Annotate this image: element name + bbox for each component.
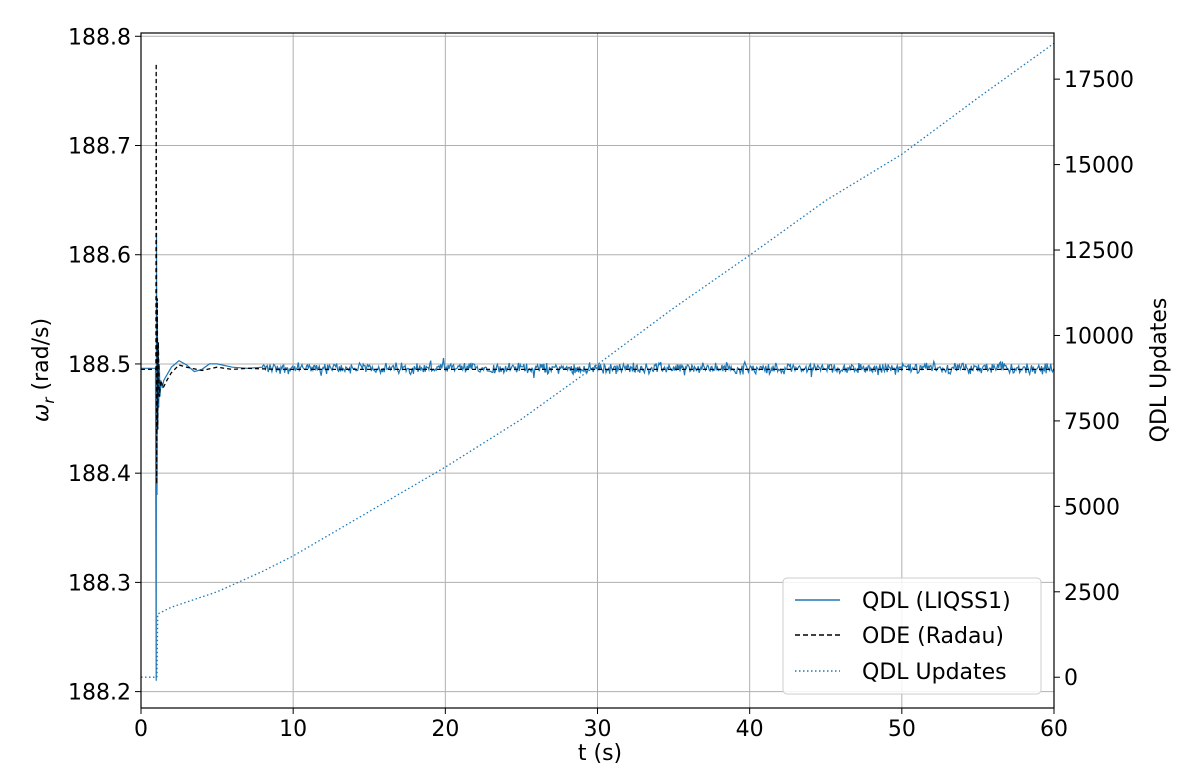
- legend-label-ode-radau: ODE (Radau): [862, 624, 1004, 649]
- y-left-label-rest: (rad/s): [29, 318, 54, 398]
- axes: [135, 32, 1060, 714]
- legend-box: [782, 577, 1042, 695]
- y-left-label-subscript: r: [40, 397, 58, 404]
- y-right-tick-label: 12500: [1064, 239, 1134, 264]
- y-left-tick-label: 188.8: [68, 25, 131, 50]
- series-line-qdl-updates: [141, 42, 1055, 678]
- y-right-tick-label: 10000: [1064, 324, 1134, 349]
- y-left-tick-label: 188.4: [68, 462, 131, 487]
- legend-label-qdl-updates: QDL Updates: [862, 660, 1007, 685]
- y-right-tick-label: 5000: [1064, 495, 1120, 520]
- y-left-tick-label: 188.2: [68, 681, 131, 706]
- y-left-tick-label: 188.7: [68, 135, 131, 160]
- x-tick-label: 10: [279, 717, 307, 742]
- y-left-label-symbol: ω: [29, 404, 54, 422]
- y-right-tick-label: 2500: [1064, 581, 1120, 606]
- series-line-qdl-liqss1: [141, 232, 1054, 681]
- x-tick-label: 40: [736, 717, 764, 742]
- y-left-tick-label: 188.3: [68, 571, 131, 596]
- x-tick-label: 30: [584, 717, 612, 742]
- y-right-tick-label: 15000: [1064, 154, 1134, 179]
- series-line-ode-radau: [141, 63, 1054, 485]
- x-tick-label: 50: [888, 717, 916, 742]
- x-tick-label: 60: [1040, 717, 1068, 742]
- y-right-tick-label: 17500: [1064, 68, 1134, 93]
- y-left-axis-label: ωr (rad/s): [29, 318, 58, 422]
- legend: QDL (LIQSS1) ODE (Radau) QDL Updates: [782, 577, 1042, 695]
- y-right-axis-label: QDL Updates: [1147, 298, 1172, 443]
- x-tick-label: 0: [134, 717, 148, 742]
- y-left-tick-label: 188.6: [68, 244, 131, 269]
- legend-label-qdl-liqss1: QDL (LIQSS1): [862, 589, 1011, 614]
- y-right-tick-label: 7500: [1064, 410, 1120, 435]
- plot-area: [141, 42, 1055, 681]
- y-right-tick-label: 0: [1064, 666, 1078, 691]
- tick-labels: 0 10 20 30 40 50 60 188.2 188.3 188.4 188.5 188.6 18…: [68, 25, 1134, 742]
- y-left-tick-label: 188.5: [68, 353, 131, 378]
- x-tick-label: 20: [431, 717, 459, 742]
- x-axis-label: t (s): [578, 741, 622, 766]
